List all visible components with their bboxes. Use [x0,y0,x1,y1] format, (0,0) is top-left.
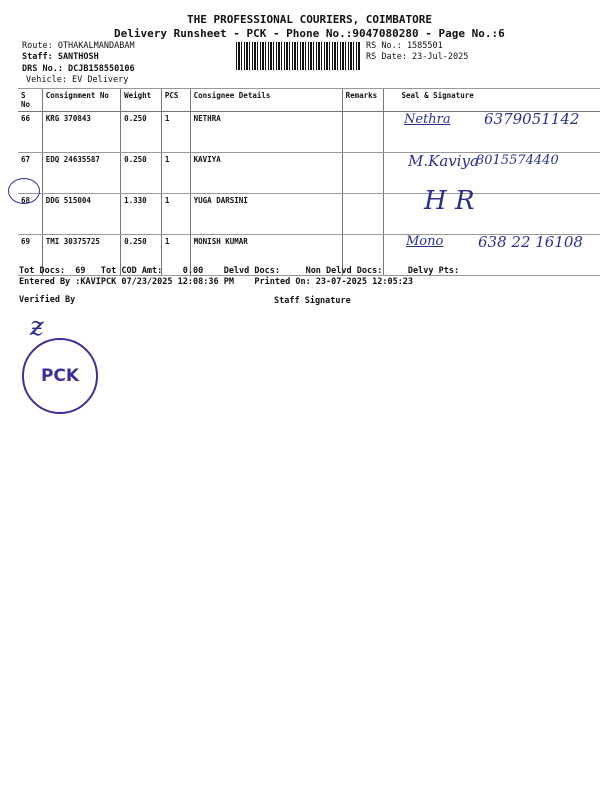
signature-67: M.Kaviya [408,152,479,170]
drs-number: DRS No.: DCJB158550106 [22,64,135,74]
col-remarks: Remarks [341,88,383,112]
table-row: 68 DDG 515004 1.330 1 YUGA DARSINI [18,193,600,235]
signature-66: Nethra [404,112,451,127]
col-seal: Seal & Signature [382,88,600,112]
col-consignee: Consignee Details [189,88,343,112]
col-sno: S No [18,88,43,112]
phone-69: 638 22 16108 [478,233,583,251]
document-title: Delivery Runsheet - PCK - Phone No.:9047… [114,27,505,40]
table-row: 67 EDQ 24635587 0.250 1 KAVIYA [18,152,600,194]
totals-line: Tot Docs: 69 Tot COD Amt: 0.00 Delvd Doc… [19,266,460,276]
verified-by-label: Verified By [19,295,76,305]
pck-stamp: PCK [22,338,98,414]
runsheet-table: S No Consignment No Weight PCS Consignee… [18,88,600,276]
signature-69: Mono [406,234,444,249]
table-row: 66 KRG 370843 0.250 1 NETHRA [18,111,600,153]
staff-signature-label: Staff Signature [274,296,351,306]
col-consignment: Consignment No [41,88,121,112]
company-name: THE PROFESSIONAL COURIERS, COIMBATORE [187,13,433,26]
verifier-signature-mark: ƶ [30,312,44,342]
staff: Staff: SANTHOSH [22,52,99,62]
phone-67: 8015574440 [476,153,559,168]
barcode [236,42,360,70]
table-header: S No Consignment No Weight PCS Consignee… [18,88,600,112]
handwritten-circle-mark [8,178,40,204]
phone-66: 6379051142 [484,110,580,128]
vehicle: Vehicle: EV Delivery [26,75,129,85]
col-pcs: PCS [160,88,191,112]
route: Route: OTHAKALMANDABAM [22,41,135,51]
col-weight: Weight [120,88,162,112]
table-row: 69 TMI 30375725 0.250 1 MONISH KUMAR [18,234,600,276]
entered-by-line: Entered By :KAVIPCK 07/23/2025 12:08:36 … [19,277,414,287]
rs-date: RS Date: 23-Jul-2025 [366,52,469,62]
rs-number: RS No.: 1585501 [366,41,443,51]
signature-68: H R [424,186,475,216]
